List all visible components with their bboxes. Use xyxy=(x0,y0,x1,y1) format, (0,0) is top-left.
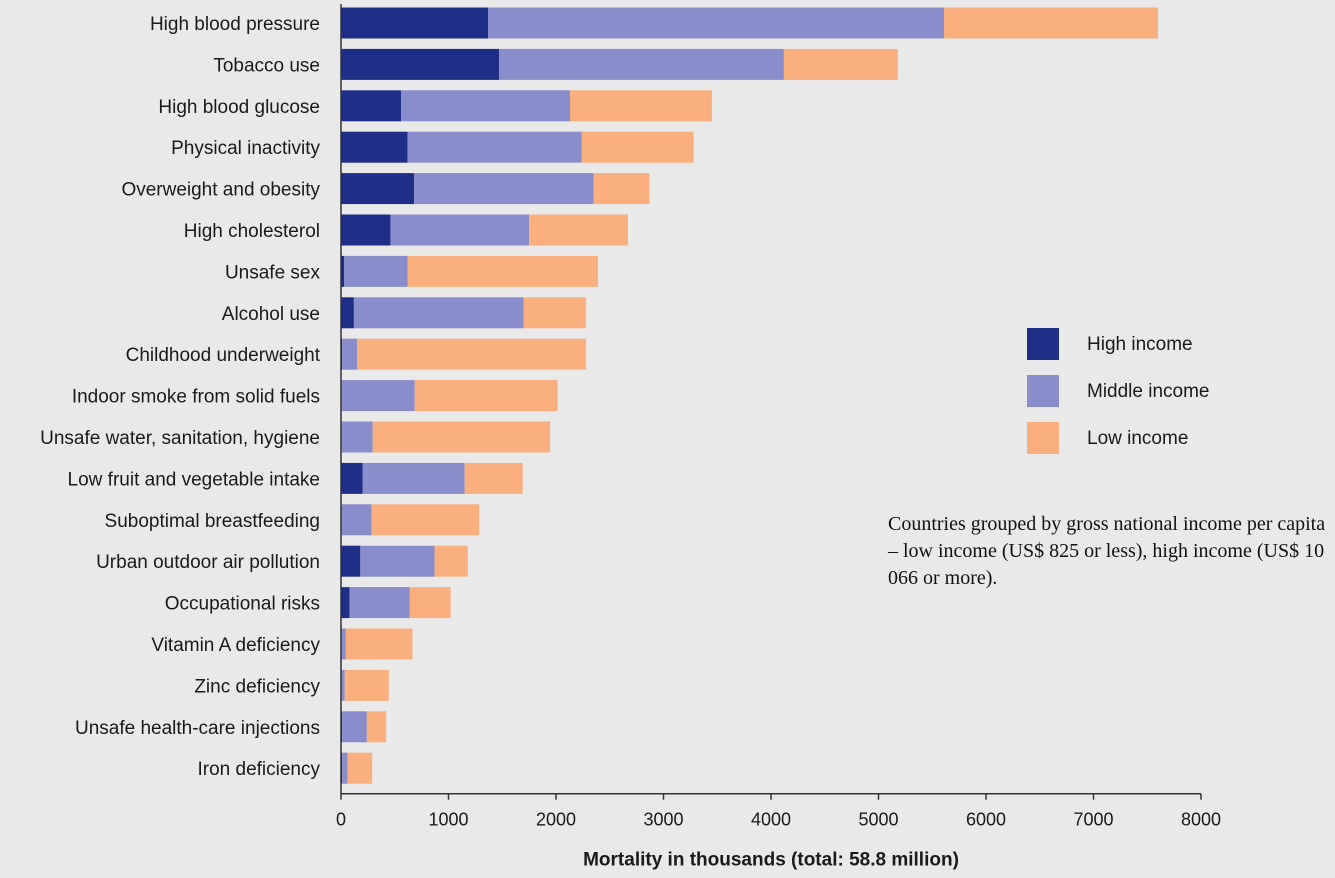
category-label-unsafe-sex: Unsafe sex xyxy=(225,262,321,283)
legend-swatch-high-income xyxy=(1027,328,1059,360)
bar-suboptimal-breastfeeding-middle-income xyxy=(341,504,372,536)
x-tick-label-1000: 1000 xyxy=(428,810,468,830)
bar-childhood-underweight-low-income xyxy=(357,338,587,370)
category-label-physical-inactivity: Physical inactivity xyxy=(171,138,320,159)
bar-overweight-and-obesity-middle-income xyxy=(414,173,594,205)
legend: High income Middle income Low income xyxy=(1027,328,1210,454)
bar-suboptimal-breastfeeding-low-income xyxy=(371,504,480,536)
legend-swatch-low-income xyxy=(1027,422,1059,454)
x-tick-label-2000: 2000 xyxy=(536,810,576,830)
bar-unsafe-water-sanitation-hygiene-middle-income xyxy=(341,421,373,453)
bar-urban-outdoor-air-pollution-high-income xyxy=(341,545,361,577)
bar-high-cholesterol-middle-income xyxy=(390,214,530,246)
x-tick-label-4000: 4000 xyxy=(751,810,791,830)
category-label-high-blood-glucose: High blood glucose xyxy=(158,97,320,118)
bar-iron-deficiency-middle-income xyxy=(342,752,348,784)
category-label-tobacco-use: Tobacco use xyxy=(213,55,320,76)
x-axis-title: Mortality in thousands (total: 58.8 mill… xyxy=(583,850,959,871)
bar-unsafe-water-sanitation-hygiene-low-income xyxy=(372,421,551,453)
bar-low-fruit-and-vegetable-intake-low-income xyxy=(464,462,523,494)
category-label-occupational-risks: Occupational risks xyxy=(165,594,320,615)
bar-alcohol-use-high-income xyxy=(341,297,354,329)
x-tick-label-3000: 3000 xyxy=(643,810,683,830)
legend-label-middle-income: Middle income xyxy=(1087,381,1210,402)
bar-physical-inactivity-high-income xyxy=(341,131,408,163)
bar-high-cholesterol-low-income xyxy=(529,214,629,246)
bar-high-blood-glucose-middle-income xyxy=(401,90,570,122)
bar-urban-outdoor-air-pollution-middle-income xyxy=(360,545,435,577)
bar-vitamin-a-deficiency-middle-income xyxy=(341,628,346,660)
legend-label-low-income: Low income xyxy=(1087,428,1188,449)
bar-unsafe-health-care-injections-middle-income xyxy=(342,711,367,743)
category-label-unsafe-health-care-injections: Unsafe health-care injections xyxy=(75,718,320,739)
bar-zinc-deficiency-middle-income xyxy=(341,669,345,701)
category-label-childhood-underweight: Childhood underweight xyxy=(126,345,321,366)
bar-unsafe-sex-low-income xyxy=(407,255,598,287)
bar-tobacco-use-high-income xyxy=(341,48,500,80)
bar-high-blood-pressure-middle-income xyxy=(488,7,945,39)
x-axis: 0 1000 2000 3000 4000 5000 6000 7000 8000 xyxy=(336,4,1221,830)
bar-indoor-smoke-from-solid-fuels-middle-income xyxy=(341,380,415,412)
category-labels: High blood pressure Tobacco use High blood… xyxy=(40,14,321,780)
category-label-suboptimal-breastfeeding: Suboptimal breastfeeding xyxy=(105,511,320,532)
bar-occupational-risks-middle-income xyxy=(349,587,410,619)
bar-urban-outdoor-air-pollution-low-income xyxy=(434,545,468,577)
bar-low-fruit-and-vegetable-intake-high-income xyxy=(341,462,363,494)
bars-group xyxy=(341,7,1158,784)
x-tick-label-8000: 8000 xyxy=(1181,810,1221,830)
bar-childhood-underweight-middle-income xyxy=(342,338,358,370)
category-label-high-blood-pressure: High blood pressure xyxy=(150,14,320,35)
category-label-alcohol-use: Alcohol use xyxy=(222,304,320,325)
category-label-vitamin-a-deficiency: Vitamin A deficiency xyxy=(151,635,320,656)
x-tick-label-6000: 6000 xyxy=(966,810,1006,830)
bar-zinc-deficiency-low-income xyxy=(344,669,389,701)
bar-high-cholesterol-high-income xyxy=(341,214,391,246)
bar-occupational-risks-high-income xyxy=(341,587,350,619)
bar-unsafe-health-care-injections-low-income xyxy=(366,711,387,743)
x-tick-label-7000: 7000 xyxy=(1073,810,1113,830)
bar-alcohol-use-middle-income xyxy=(353,297,524,329)
category-label-overweight-and-obesity: Overweight and obesity xyxy=(121,180,320,201)
bar-unsafe-sex-high-income xyxy=(341,255,345,287)
bar-vitamin-a-deficiency-low-income xyxy=(345,628,413,660)
bar-high-blood-glucose-low-income xyxy=(569,90,712,122)
bar-tobacco-use-low-income xyxy=(783,48,898,80)
bar-tobacco-use-middle-income xyxy=(499,48,784,80)
category-label-indoor-smoke-from-solid-fuels: Indoor smoke from solid fuels xyxy=(72,387,320,408)
bar-high-blood-glucose-high-income xyxy=(341,90,402,122)
x-tick-label-0: 0 xyxy=(336,810,346,830)
x-tick-label-5000: 5000 xyxy=(858,810,898,830)
bar-high-blood-pressure-high-income xyxy=(341,7,489,39)
bar-iron-deficiency-low-income xyxy=(347,752,373,784)
bar-occupational-risks-low-income xyxy=(409,587,451,619)
legend-label-high-income: High income xyxy=(1087,334,1193,355)
bar-physical-inactivity-low-income xyxy=(581,131,694,163)
category-label-low-fruit-and-vegetable-intake: Low fruit and vegetable intake xyxy=(68,469,320,490)
category-label-unsafe-water-sanitation-hygiene: Unsafe water, sanitation, hygiene xyxy=(40,428,320,449)
bar-indoor-smoke-from-solid-fuels-low-income xyxy=(414,380,558,412)
bar-overweight-and-obesity-high-income xyxy=(341,173,415,205)
income-group-note: Countries grouped by gross national inco… xyxy=(888,513,1326,589)
bar-alcohol-use-low-income xyxy=(523,297,587,329)
bar-high-blood-pressure-low-income xyxy=(944,7,1158,39)
category-label-zinc-deficiency: Zinc deficiency xyxy=(194,676,320,697)
category-label-high-cholesterol: High cholesterol xyxy=(184,221,320,242)
category-label-urban-outdoor-air-pollution: Urban outdoor air pollution xyxy=(96,552,320,573)
bar-physical-inactivity-middle-income xyxy=(407,131,582,163)
bar-low-fruit-and-vegetable-intake-middle-income xyxy=(362,462,465,494)
legend-swatch-middle-income xyxy=(1027,375,1059,407)
bar-overweight-and-obesity-low-income xyxy=(593,173,650,205)
bar-unsafe-sex-middle-income xyxy=(344,255,408,287)
category-label-iron-deficiency: Iron deficiency xyxy=(197,759,320,780)
